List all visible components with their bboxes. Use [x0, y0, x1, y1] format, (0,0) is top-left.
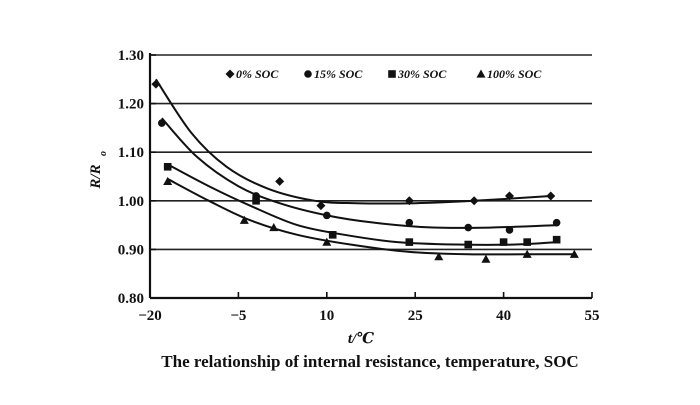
- data-point-0-soc: [546, 191, 556, 201]
- series-line-15-soc: [161, 117, 557, 229]
- legend-label-0-soc: 0% SOC: [236, 67, 279, 81]
- y-tick-label: 0.80: [118, 291, 144, 307]
- data-point-100-soc: [481, 254, 491, 263]
- legend-marker-30-soc: [388, 70, 396, 78]
- data-point-30-soc: [405, 238, 414, 246]
- data-point-100-soc: [522, 249, 532, 258]
- y-axis-title: R/R: [88, 164, 104, 189]
- legend-marker-100-soc: [476, 69, 486, 78]
- series-line-0-soc: [155, 78, 551, 205]
- data-point-100-soc: [269, 223, 279, 232]
- figure-caption: The relationship of internal resistance,…: [161, 352, 579, 371]
- legend-label-15-soc: 15% SOC: [314, 67, 363, 81]
- x-tick-label: 10: [319, 308, 334, 324]
- y-tick-label: 0.90: [118, 242, 144, 258]
- data-point-15-soc: [157, 119, 166, 127]
- data-point-30-soc: [523, 238, 531, 246]
- data-point-30-soc: [464, 240, 473, 249]
- y-axis-title-subscript: o: [98, 151, 109, 156]
- legend-label-30-soc: 30% SOC: [397, 67, 447, 81]
- data-point-30-soc: [499, 238, 508, 246]
- x-tick-label: −20: [138, 308, 162, 324]
- legend-marker-15-soc: [304, 70, 312, 78]
- data-point-15-soc: [552, 218, 561, 227]
- data-point-30-soc: [328, 231, 337, 239]
- data-point-30-soc: [252, 197, 260, 205]
- data-point-0-soc: [151, 79, 161, 89]
- x-tick-label: 40: [496, 308, 511, 324]
- legend-marker-0-soc: [225, 69, 235, 79]
- data-point-15-soc: [464, 223, 473, 232]
- data-point-100-soc: [569, 249, 579, 258]
- y-tick-label: 1.20: [118, 97, 144, 113]
- data-point-100-soc: [163, 176, 173, 185]
- data-point-100-soc: [322, 237, 332, 246]
- y-tick-label: 1.30: [118, 48, 144, 64]
- data-point-0-soc: [275, 176, 285, 186]
- y-tick-label: 1.10: [118, 145, 144, 161]
- series-line-100-soc: [167, 178, 575, 256]
- data-point-0-soc: [316, 201, 326, 211]
- x-tick-label: 55: [585, 308, 600, 324]
- data-point-15-soc: [323, 211, 331, 220]
- x-axis-title: t/℃: [348, 331, 374, 347]
- data-point-100-soc: [239, 215, 249, 224]
- data-point-30-soc: [552, 235, 561, 244]
- x-tick-label: −5: [230, 308, 246, 324]
- data-point-0-soc: [469, 196, 479, 206]
- x-tick-label: 25: [408, 308, 423, 324]
- data-point-30-soc: [163, 162, 172, 171]
- y-tick-label: 1.00: [118, 194, 144, 210]
- series-line-30-soc: [167, 163, 557, 246]
- data-point-100-soc: [434, 252, 444, 261]
- data-point-0-soc: [404, 196, 414, 206]
- data-point-15-soc: [405, 218, 414, 227]
- data-point-0-soc: [504, 191, 514, 201]
- data-point-15-soc: [505, 226, 514, 234]
- legend-label-100-soc: 100% SOC: [487, 67, 542, 81]
